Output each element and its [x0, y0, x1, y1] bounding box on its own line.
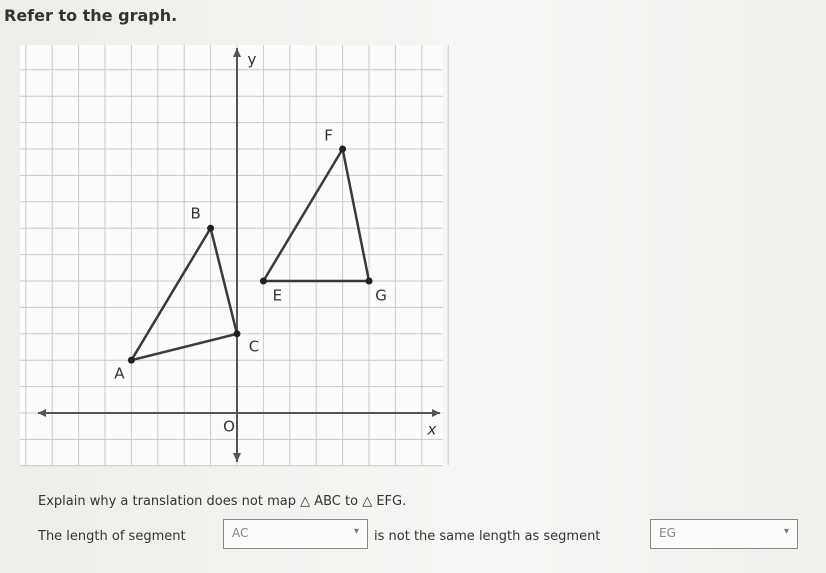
triangle — [261, 145, 371, 283]
origin-label: O — [223, 418, 235, 436]
point — [127, 356, 135, 364]
point — [259, 277, 267, 285]
point-label: B — [190, 205, 200, 223]
prompt: Refer to the graph. — [4, 6, 178, 25]
axis-arrow — [233, 453, 241, 462]
axis-label: y — [248, 51, 257, 69]
point-label: C — [249, 337, 259, 355]
point-label: G — [375, 287, 387, 305]
dropdown-arrow: ▾ — [783, 526, 789, 537]
dropdown-arrow: ▾ — [353, 526, 359, 537]
axis-arrow — [432, 409, 440, 417]
triangle — [128, 224, 239, 363]
question: Explain why a translation does not map △… — [38, 494, 407, 509]
point — [339, 145, 347, 153]
axis-arrow — [233, 48, 241, 57]
point — [365, 277, 373, 285]
answer-text: is not the same length as segment — [374, 529, 601, 544]
answer-text: The length of segment — [38, 529, 186, 544]
point-label: F — [324, 127, 333, 145]
dropdown[interactable]: EG ▾ — [650, 519, 798, 549]
axis-arrow — [38, 409, 46, 417]
dropdown-value: EG — [659, 526, 676, 540]
point — [233, 330, 241, 338]
dropdown[interactable]: AC ▾ — [223, 519, 368, 549]
point-label: A — [114, 365, 125, 383]
point-label: E — [273, 287, 282, 305]
axis-label: x — [427, 421, 437, 439]
dropdown-value: AC — [232, 526, 249, 540]
point — [207, 224, 215, 232]
